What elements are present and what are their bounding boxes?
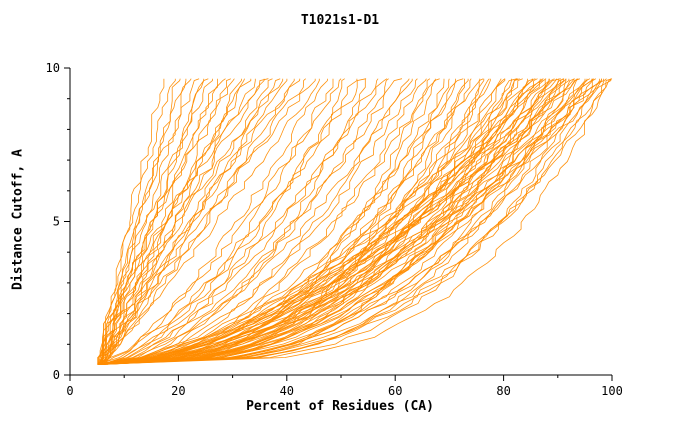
gdt-curve: [106, 78, 595, 365]
gdt-curve: [102, 78, 334, 365]
gdt-curve: [100, 78, 295, 365]
y-tick-label: 5: [53, 215, 60, 229]
gdt-curve: [100, 78, 593, 365]
gdt-curve: [99, 78, 564, 365]
x-axis-title: Percent of Residues (CA): [246, 399, 434, 414]
gdt-curve: [101, 78, 612, 365]
gdt-curve: [102, 78, 388, 365]
gdt-curve: [98, 78, 538, 365]
gdt-curve: [102, 78, 403, 365]
gdt-curve: [99, 78, 536, 365]
gdt-curve: [98, 78, 575, 365]
gdt-curve: [100, 78, 565, 365]
gdt-curve: [102, 78, 518, 365]
gdt-curve: [101, 78, 265, 365]
gdt-curve: [99, 78, 284, 365]
gdt-curve: [102, 78, 567, 365]
gdt-curve: [101, 78, 218, 365]
y-tick-label: 10: [46, 61, 60, 75]
gdt-curve: [99, 78, 533, 365]
gdt-curve: [97, 78, 418, 365]
gdt-curve: [105, 78, 273, 365]
x-tick-label: 40: [280, 384, 294, 398]
gdt-curve: [99, 78, 484, 365]
gdt-curve: [100, 78, 320, 365]
gdt-curve: [99, 78, 235, 365]
gdt-curve: [102, 78, 342, 365]
gdt-curve: [102, 78, 345, 365]
gdt-curve: [99, 78, 379, 365]
gdt-curve: [102, 78, 613, 365]
gdt-curve: [101, 78, 567, 365]
gdt-curve: [100, 78, 597, 365]
chart-title: T1021s1-D1: [300, 13, 380, 28]
x-tick-label: 20: [171, 384, 185, 398]
gdt-curve: [99, 78, 600, 365]
gdt-curve: [97, 78, 306, 365]
gdt-curve: [101, 78, 586, 365]
gdt-curve: [100, 78, 558, 365]
gdt-curve: [103, 78, 602, 365]
gdt-curve: [98, 78, 593, 365]
gdt-curve: [101, 78, 523, 365]
gdt-curve: [101, 78, 213, 365]
gdt-curve: [99, 78, 547, 365]
x-tick-label: 60: [388, 384, 402, 398]
gdt-curve: [97, 78, 367, 365]
gdt-curve: [102, 78, 561, 365]
gdt-curve: [104, 78, 440, 365]
gdt-curve: [103, 78, 316, 365]
y-tick-label: 0: [53, 368, 60, 382]
gdt-curve: [97, 78, 192, 365]
gdt-curve: [97, 78, 436, 365]
gdt-curve: [105, 78, 288, 365]
gdt-curve: [100, 78, 469, 365]
gdt-curve: [101, 78, 570, 365]
gdt-curve: [102, 78, 410, 365]
gdt-curve: [102, 78, 565, 365]
gdt-curve: [101, 78, 301, 365]
gdt-curve: [98, 78, 389, 365]
gdt-curve: [96, 78, 328, 365]
x-tick-label: 100: [601, 384, 623, 398]
gdt-curve: [101, 78, 518, 365]
gdt-curve: [105, 78, 200, 365]
gdt-curve: [98, 78, 427, 365]
x-tick-label: 80: [496, 384, 510, 398]
gdt-curve: [99, 78, 575, 365]
gdt-curve: [106, 78, 588, 365]
gdt-curve: [97, 78, 269, 365]
gdt-curve: [100, 78, 413, 365]
gdt-curve: [101, 78, 176, 365]
x-tick-label: 0: [66, 384, 73, 398]
gdt-curve: [101, 78, 602, 365]
gdt-curve: [104, 78, 231, 365]
gdt-curve: [104, 78, 604, 365]
gdt-curve: [99, 78, 181, 365]
gdt-curve: [101, 78, 607, 365]
